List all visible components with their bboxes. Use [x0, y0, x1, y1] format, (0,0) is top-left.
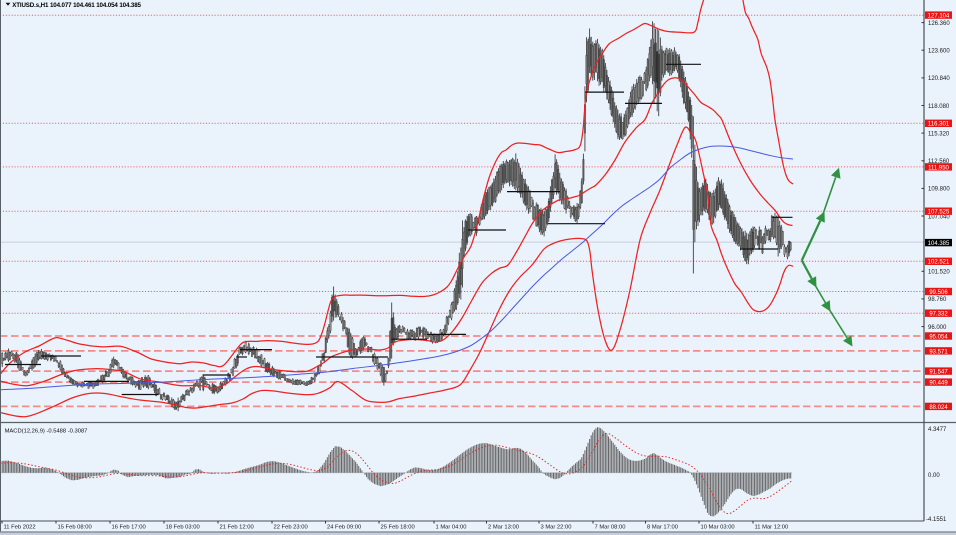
svg-text:18 Feb 03:00: 18 Feb 03:00	[166, 524, 200, 530]
svg-text:127.104: 127.104	[928, 14, 950, 20]
svg-text:22 Feb 23:00: 22 Feb 23:00	[274, 524, 308, 530]
svg-text:102.521: 102.521	[928, 260, 950, 266]
svg-text:MACD(12,26,9) -0.5488 -0.3087: MACD(12,26,9) -0.5488 -0.3087	[5, 429, 88, 435]
svg-text:109.800: 109.800	[928, 187, 950, 193]
svg-text:116.301: 116.301	[928, 122, 950, 128]
svg-text:7 Mar 08:00: 7 Mar 08:00	[595, 524, 626, 530]
svg-text:11 Mar 12:00: 11 Mar 12:00	[755, 524, 789, 530]
svg-text:8 Mar 17:00: 8 Mar 17:00	[647, 524, 678, 530]
svg-text:118.080: 118.080	[928, 104, 950, 110]
svg-text:98.760: 98.760	[928, 297, 947, 303]
svg-text:24 Feb 09:00: 24 Feb 09:00	[327, 524, 361, 530]
svg-text:88.024: 88.024	[929, 405, 948, 411]
svg-text:96.000: 96.000	[928, 325, 947, 331]
svg-text:101.520: 101.520	[928, 270, 950, 276]
svg-text:2 Mar 13:00: 2 Mar 13:00	[488, 524, 519, 530]
svg-text:112.560: 112.560	[928, 159, 950, 165]
svg-text:0.00: 0.00	[928, 473, 940, 479]
svg-text:95.054: 95.054	[929, 334, 948, 340]
svg-text:-4.1551: -4.1551	[926, 517, 947, 523]
svg-text:3 Mar 22:00: 3 Mar 22:00	[541, 524, 572, 530]
svg-text:10 Mar 03:00: 10 Mar 03:00	[701, 524, 735, 530]
svg-text:1 Mar 04:00: 1 Mar 04:00	[436, 524, 467, 530]
svg-text:15 Feb 08:00: 15 Feb 08:00	[58, 524, 92, 530]
svg-text:123.600: 123.600	[928, 49, 950, 55]
svg-text:97.332: 97.332	[929, 312, 948, 318]
svg-text:120.840: 120.840	[928, 76, 950, 82]
svg-text:21 Feb 12:00: 21 Feb 12:00	[220, 524, 254, 530]
svg-text:107.040: 107.040	[928, 214, 950, 220]
svg-text:90.449: 90.449	[929, 381, 948, 387]
svg-text:111.950: 111.950	[928, 165, 949, 171]
svg-text:25 Feb 18:00: 25 Feb 18:00	[381, 524, 415, 530]
svg-text:99.506: 99.506	[929, 290, 948, 296]
svg-text:11 Feb 2022: 11 Feb 2022	[4, 524, 36, 530]
svg-text:104.385: 104.385	[928, 241, 950, 247]
svg-text:115.320: 115.320	[928, 131, 950, 137]
svg-text:91.547: 91.547	[929, 370, 948, 376]
svg-text:107.525: 107.525	[928, 210, 950, 216]
svg-text:16 Feb 17:00: 16 Feb 17:00	[112, 524, 146, 530]
svg-text:4.3477: 4.3477	[928, 427, 947, 433]
svg-text:XTIUSD.s,H1 104.077 104.461 1: XTIUSD.s,H1 104.077 104.461 104.054 104.…	[12, 2, 141, 9]
svg-text:93.571: 93.571	[929, 349, 948, 355]
svg-text:126.360: 126.360	[928, 21, 950, 27]
